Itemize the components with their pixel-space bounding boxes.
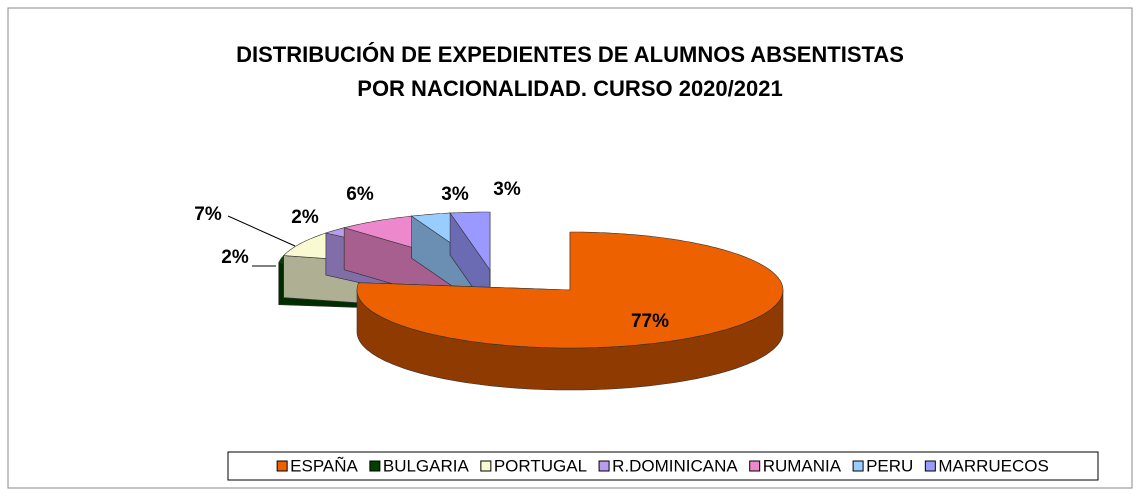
legend-label: R.DOMINICANA — [612, 456, 738, 475]
chart-title: POR NACIONALIDAD. CURSO 2020/2021 — [357, 76, 782, 101]
data-label: 2% — [291, 207, 319, 228]
legend-swatch — [852, 460, 864, 472]
legend-label: ESPAÑA — [290, 456, 358, 475]
legend-swatch — [749, 460, 761, 472]
data-label: 77% — [631, 311, 669, 332]
chart-title: DISTRIBUCIÓN DE EXPEDIENTES DE ALUMNOS A… — [236, 42, 904, 67]
data-label: 7% — [194, 204, 222, 225]
data-label: 3% — [493, 179, 521, 200]
legend-label: BULGARIA — [383, 456, 470, 475]
legend-label: MARRUECOS — [938, 456, 1049, 475]
legend-swatch — [369, 460, 381, 472]
leader-line — [227, 215, 296, 247]
legend-swatch — [598, 460, 610, 472]
legend-label: RUMANIA — [763, 456, 842, 475]
data-label: 2% — [221, 247, 249, 268]
legend-swatch — [924, 460, 936, 472]
legend: ESPAÑA BULGARIA PORTUGAL R.DOMINICANA RUMANI… — [276, 456, 1049, 475]
pie — [278, 211, 784, 391]
legend-label: PORTUGAL — [494, 456, 587, 475]
data-label: 6% — [346, 184, 374, 205]
data-label: 3% — [441, 184, 469, 205]
legend-swatch — [480, 460, 492, 472]
slice — [356, 231, 784, 349]
legend-label: PERU — [866, 456, 913, 475]
slice — [449, 211, 491, 271]
legend-swatch — [276, 460, 288, 472]
